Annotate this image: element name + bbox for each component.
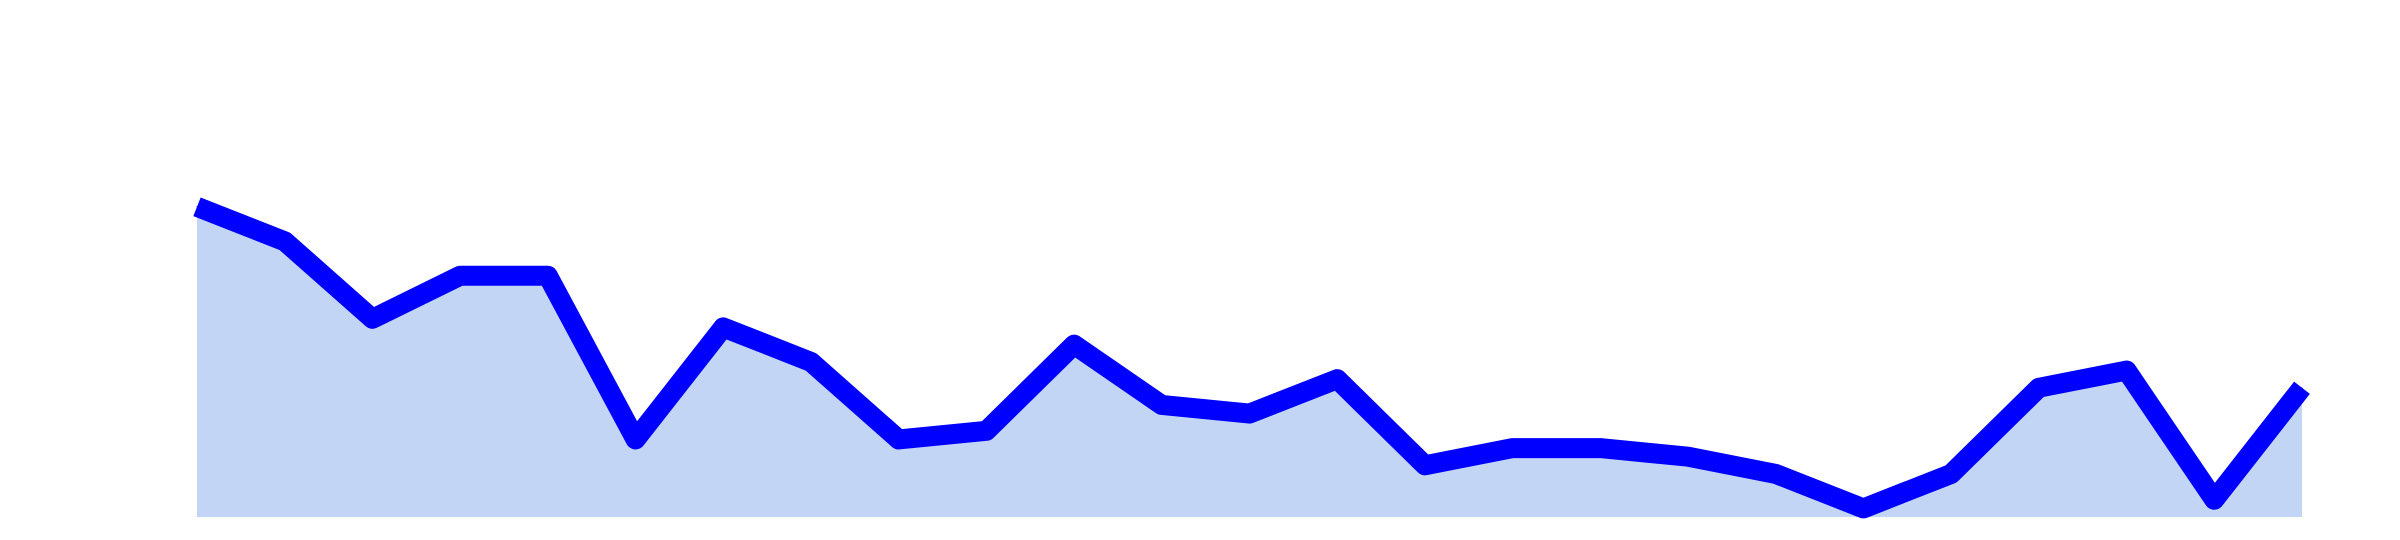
data-point	[2301, 387, 2303, 389]
data-point	[1336, 378, 1338, 380]
data-point	[371, 318, 373, 320]
data-point	[2038, 387, 2040, 389]
data-point	[1950, 473, 1952, 475]
data-point	[898, 438, 900, 440]
plot-area	[193, 197, 2310, 519]
data-point	[1424, 464, 1426, 466]
data-point	[1161, 404, 1163, 406]
data-point	[1249, 413, 1250, 415]
data-point	[284, 240, 286, 242]
data-point	[2213, 499, 2215, 501]
area-fill	[197, 206, 2302, 518]
data-point	[1687, 456, 1689, 458]
data-point	[2126, 370, 2128, 372]
data-point	[810, 361, 812, 363]
data-point	[1073, 344, 1075, 346]
data-point	[1862, 507, 1864, 509]
data-point	[1599, 447, 1601, 449]
data-point	[459, 275, 461, 277]
data-point	[635, 438, 637, 440]
data-point	[722, 326, 724, 328]
data-point	[196, 206, 198, 208]
data-point	[985, 430, 987, 432]
data-point	[1775, 473, 1777, 475]
data-point	[547, 275, 549, 277]
data-point	[1512, 447, 1514, 449]
